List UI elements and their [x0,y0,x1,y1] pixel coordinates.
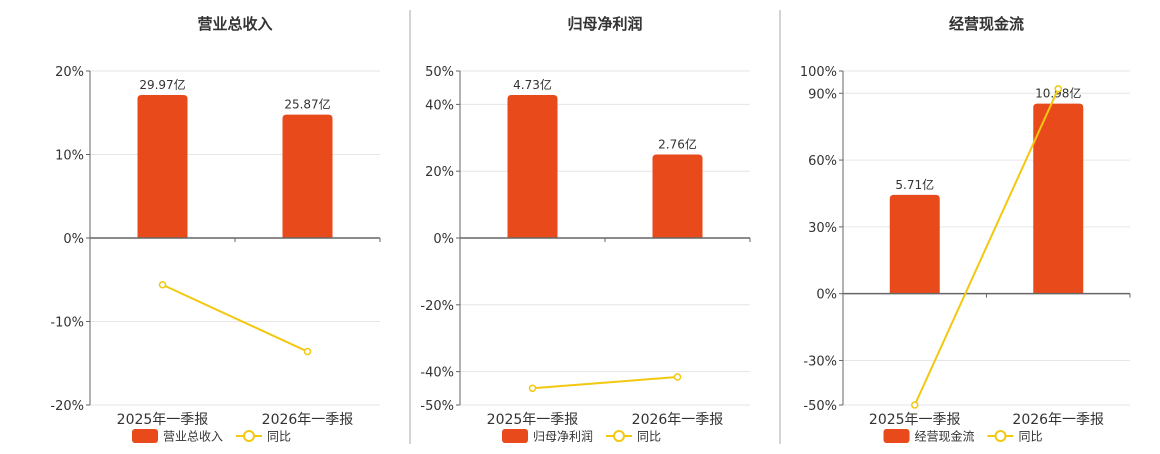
yoy-point-2 [303,347,312,356]
yoy-line [532,375,678,390]
y-tick-label: 50% [425,65,454,80]
legend-bar-label: 营业总收入 [163,430,223,444]
legend-line-marker [613,430,625,442]
x-category-label: 2025年一季报 [487,412,579,428]
x-category-label: 2025年一季报 [117,412,209,428]
y-tick-label: -20% [420,299,454,314]
bar-value-label: 4.73亿 [513,77,552,92]
yoy-line [162,283,308,353]
y-tick-label: 20% [55,65,84,80]
y-tick-label: 0% [816,288,837,303]
bar-2 [1033,103,1084,294]
legend-bar-swatch [132,429,158,443]
chart-panel-1: 营业总收入 20% 10% 0% -10% -20% 29.97亿 25.87亿 2025年一季… [50,15,381,444]
yoy-point-2 [673,373,682,381]
bar-value-label: 29.97亿 [139,77,185,92]
x-category-label: 2026年一季报 [632,412,724,428]
y-tick-label: -50% [420,399,454,414]
x-category-label: 2026年一季报 [262,412,354,428]
bar-1 [137,95,188,238]
chart-title: 营业总收入 [197,15,272,33]
legend-bar-swatch [502,429,528,443]
legend-line-label: 同比 [637,430,661,444]
bar-2 [282,114,333,238]
yoy-point-1 [158,281,167,289]
x-category-label: 2026年一季报 [1012,412,1104,428]
legend-bar-swatch [883,429,910,443]
legend-bar-label: 归母净利润 [533,430,593,444]
y-tick-label: 0% [63,232,84,247]
y-tick-label: 60% [808,154,837,169]
bar-value-label: 10.98亿 [1035,86,1081,101]
y-tick-label: 90% [808,87,837,102]
legend-bar-label: 经营现金流 [915,429,975,444]
bar-value-label: 5.71亿 [895,177,934,192]
legend-line-label: 同比 [267,430,291,444]
bar-1 [507,95,558,238]
yoy-point-1 [528,384,537,393]
y-tick-label: 30% [808,221,837,236]
bar-2 [652,154,703,238]
y-tick-label: 10% [55,149,84,164]
y-tick-label: -10% [50,316,84,331]
chart-title: 归母净利润 [567,15,642,33]
yoy-point-1 [911,401,919,409]
yoy-line [913,88,1060,406]
yoy-point-2 [1054,85,1062,93]
y-tick-label: -40% [420,366,454,381]
legend-line-marker [243,430,255,442]
y-tick-label: -20% [50,399,84,414]
legend-line-label: 同比 [1019,430,1043,444]
bar-1 [889,194,940,294]
y-tick-label: 40% [425,98,454,113]
chart-title: 经营现金流 [949,15,1024,33]
x-category-label: 2025年一季报 [869,412,961,428]
y-tick-label: 100% [800,65,837,80]
chart-panel-2: 归母净利润 50% 40% 20% 0% -20% -40% -50% 4.73亿 2.76亿 20… [420,15,751,444]
chart-panel-3: 经营现金流 100% 90% 60% 30% 0% -30% -50% 5.71亿 10.98亿 2… [800,15,1131,444]
bar-value-label: 2.76亿 [658,137,697,152]
bar-value-label: 25.87亿 [284,97,330,112]
y-tick-label: -30% [803,354,837,369]
y-tick-label: 20% [425,165,454,180]
legend-line-marker [994,430,1007,442]
y-tick-label: 0% [433,232,454,247]
y-tick-label: -50% [803,399,837,414]
